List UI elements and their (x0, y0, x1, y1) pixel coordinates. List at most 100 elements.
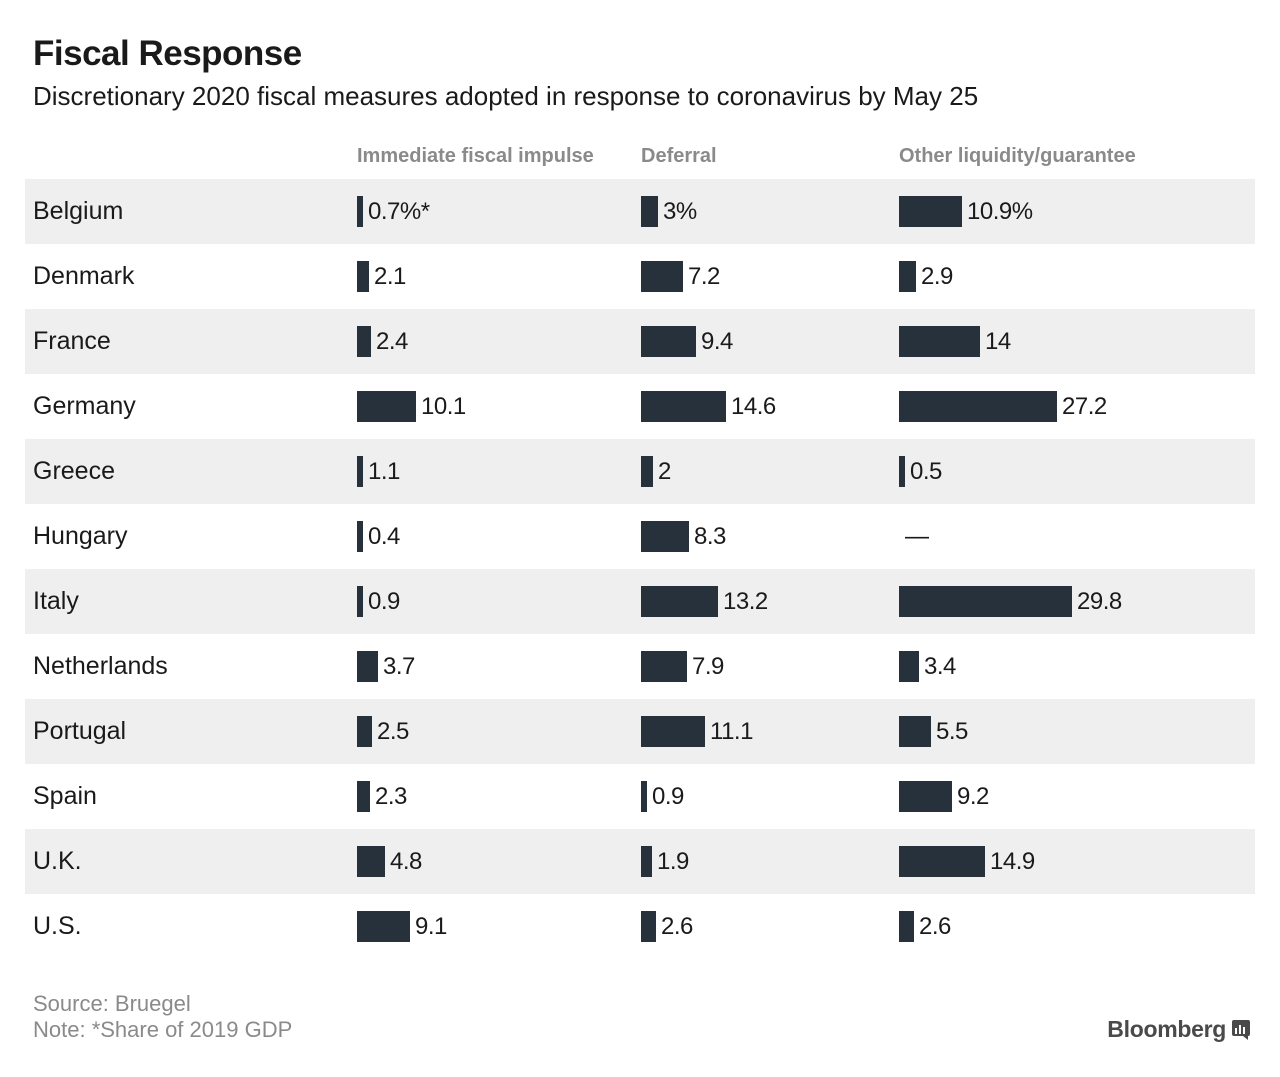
bar-deferral (641, 781, 647, 812)
value-label-deferral: 1.9 (657, 848, 689, 875)
country-label: Hungary (33, 522, 128, 550)
value-label-other: 9.2 (957, 783, 989, 810)
table-row: Greece 1.1 2 0.5 (25, 439, 1255, 504)
bloomberg-terminal-icon (1232, 1020, 1250, 1040)
bar-other (899, 846, 985, 877)
value-label-other: 3.4 (924, 653, 956, 680)
value-label-immediate: 0.7%* (368, 198, 430, 225)
bar-immediate (357, 456, 363, 487)
bar-deferral (641, 716, 705, 747)
bar-immediate (357, 781, 370, 812)
table-row: Netherlands 3.7 7.9 3.4 (25, 634, 1255, 699)
bar-other (899, 651, 919, 682)
value-label-other: 10.9% (967, 198, 1033, 225)
value-label-deferral: 7.9 (692, 653, 724, 680)
bar-other (899, 586, 1072, 617)
bar-other (899, 326, 980, 357)
country-label: U.S. (33, 912, 82, 940)
value-label-immediate: 0.4 (368, 523, 400, 550)
country-label: U.K. (33, 847, 82, 875)
table-row: Italy 0.9 13.2 29.8 (25, 569, 1255, 634)
bar-other (899, 196, 962, 227)
value-label-deferral: 7.2 (688, 263, 720, 290)
value-label-deferral: 14.6 (731, 393, 776, 420)
table-row: France 2.4 9.4 14 (25, 309, 1255, 374)
source-note: Source: Bruegel (33, 991, 191, 1016)
bar-other (899, 911, 914, 942)
value-label-deferral: 13.2 (723, 588, 768, 615)
value-label-other: 5.5 (936, 718, 968, 745)
value-label-immediate: 0.9 (368, 588, 400, 615)
brand-logo-text: Bloomberg (1107, 1016, 1226, 1042)
country-label: Portugal (33, 717, 127, 745)
value-label-deferral: 8.3 (694, 523, 726, 550)
value-label-deferral: 3% (663, 198, 697, 225)
bar-deferral (641, 391, 726, 422)
column-header-immediate: Immediate fiscal impulse (357, 145, 594, 167)
bar-immediate (357, 521, 363, 552)
bar-other (899, 456, 905, 487)
bar-deferral (641, 456, 653, 487)
data-table: Belgium 0.7%* 3% 10.9% Denmark 2.1 7.2 2.9 Franc… (25, 179, 1255, 959)
bar-deferral (641, 261, 683, 292)
value-label-deferral: 2.6 (661, 913, 693, 940)
value-label-immediate: 2.1 (374, 263, 406, 290)
bar-deferral (641, 651, 687, 682)
value-label-immediate: 10.1 (421, 393, 466, 420)
country-label: Italy (33, 587, 79, 615)
country-label: Denmark (33, 262, 135, 290)
table-row: Belgium 0.7%* 3% 10.9% (25, 179, 1255, 244)
bar-deferral (641, 196, 658, 227)
table-row: Denmark 2.1 7.2 2.9 (25, 244, 1255, 309)
bar-immediate (357, 391, 416, 422)
table-row: U.S. 9.1 2.6 2.6 (25, 894, 1255, 959)
value-label-immediate: 4.8 (390, 848, 422, 875)
country-label: Netherlands (33, 652, 168, 680)
value-label-other: 2.6 (919, 913, 951, 940)
value-label-immediate: 2.5 (377, 718, 409, 745)
bar-deferral (641, 911, 656, 942)
bar-immediate (357, 326, 371, 357)
bar-immediate (357, 261, 369, 292)
footnote: Note: *Share of 2019 GDP (33, 1017, 293, 1042)
bar-other (899, 391, 1057, 422)
bar-immediate (357, 196, 363, 227)
value-label-deferral: 0.9 (652, 783, 684, 810)
bar-deferral (641, 326, 696, 357)
value-label-other: 14.9 (990, 848, 1035, 875)
value-label-other: 29.8 (1077, 588, 1122, 615)
bar-deferral (641, 586, 718, 617)
value-label-other: — (905, 523, 929, 550)
table-row: Spain 2.3 0.9 9.2 (25, 764, 1255, 829)
table-row: Germany 10.1 14.6 27.2 (25, 374, 1255, 439)
table-row: Hungary 0.4 8.3 — (25, 504, 1255, 569)
country-label: Greece (33, 457, 115, 485)
bar-immediate (357, 716, 372, 747)
bar-immediate (357, 651, 378, 682)
column-header-other: Other liquidity/guarantee (899, 145, 1136, 167)
bar-deferral (641, 521, 689, 552)
country-label: Belgium (33, 197, 124, 225)
bar-immediate (357, 586, 363, 617)
country-label: France (33, 327, 111, 355)
country-label: Germany (33, 392, 136, 420)
bar-deferral (641, 846, 652, 877)
value-label-immediate: 2.3 (375, 783, 407, 810)
value-label-other: 27.2 (1062, 393, 1107, 420)
bar-immediate (357, 846, 385, 877)
table-row: U.K. 4.8 1.9 14.9 (25, 829, 1255, 894)
value-label-deferral: 2 (658, 458, 671, 485)
value-label-immediate: 3.7 (383, 653, 415, 680)
value-label-immediate: 1.1 (368, 458, 400, 485)
bar-other (899, 716, 931, 747)
value-label-deferral: 11.1 (710, 718, 753, 745)
column-header-deferral: Deferral (641, 145, 717, 167)
bar-immediate (357, 911, 410, 942)
country-label: Spain (33, 782, 97, 810)
bar-other (899, 261, 916, 292)
value-label-immediate: 2.4 (376, 328, 408, 355)
table-row: Portugal 2.5 11.1 5.5 (25, 699, 1255, 764)
chart-title: Fiscal Response (33, 34, 302, 73)
value-label-deferral: 9.4 (701, 328, 733, 355)
value-label-other: 14 (985, 328, 1011, 355)
